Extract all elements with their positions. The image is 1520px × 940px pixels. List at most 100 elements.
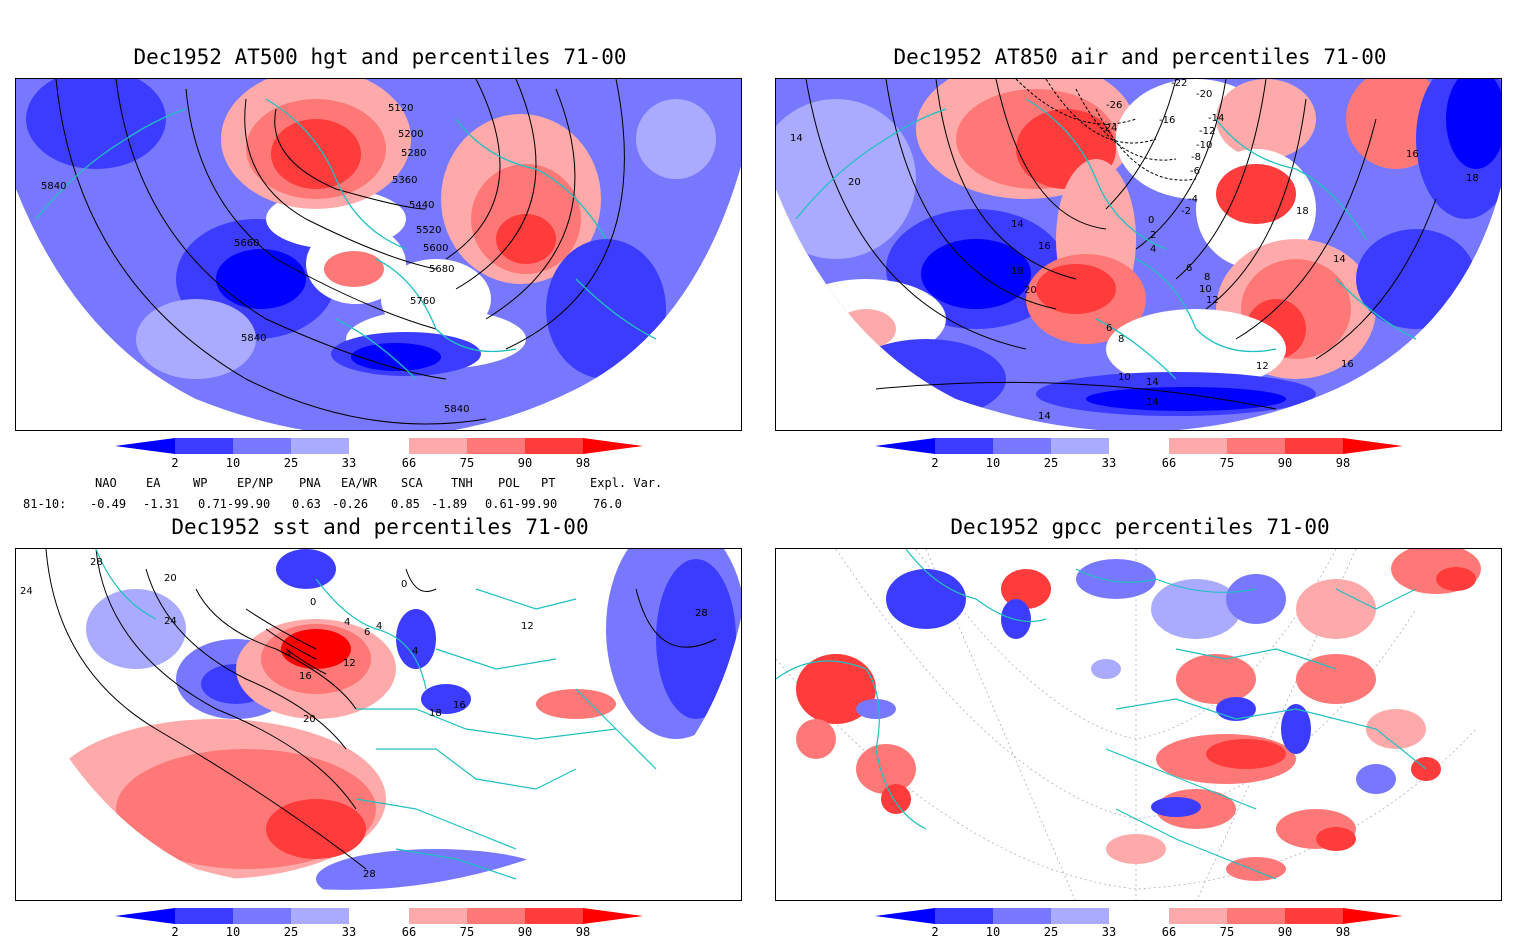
contour-label: 28 <box>363 869 376 880</box>
panel4-svg <box>776 549 1481 900</box>
colorbar-seg <box>525 908 583 924</box>
contour-label: 18 <box>1466 173 1479 184</box>
index-header: WP <box>193 476 208 490</box>
teleconnection-table: NAO EA WP EP/NP PNA EA/WR SCA TNH POL PT… <box>0 476 700 512</box>
contour-label: 5120 <box>388 103 413 114</box>
colorbar-seg <box>409 908 467 924</box>
colorbar-tick: 98 <box>1335 925 1351 939</box>
contour-label: -20 <box>1196 89 1212 100</box>
index-row-label: 81-10: <box>23 497 67 511</box>
colorbar-tick: 10 <box>985 456 1001 470</box>
colorbar-seg <box>291 908 349 924</box>
colorbar-seg <box>935 438 993 454</box>
colorbar-tick: 2 <box>931 456 939 470</box>
colorbar-tick: 10 <box>225 925 241 939</box>
contour-label: 5440 <box>409 200 434 211</box>
contour-label: 0 <box>1148 215 1154 226</box>
contour-label: 6 <box>1106 323 1112 334</box>
colorbar-tick: 75 <box>459 925 475 939</box>
contour-label: 12 <box>521 621 534 632</box>
colorbar-tick: 90 <box>1277 456 1293 470</box>
panel4-title: Dec1952 gpcc percentiles 71-00 <box>950 515 1330 539</box>
contour-label: 14 <box>1038 411 1051 422</box>
colorbar-tick: 25 <box>283 456 299 470</box>
index-header: POL <box>498 476 520 490</box>
index-header: PNA <box>299 476 321 490</box>
contour-label: -16 <box>1159 115 1175 126</box>
index-header: TNH <box>451 476 473 490</box>
colorbar-tick: 98 <box>575 456 591 470</box>
colorbar-tick: 25 <box>1043 925 1059 939</box>
colorbar-tick: 33 <box>1101 456 1117 470</box>
colorbar-2 <box>875 438 1403 454</box>
index-value: -1.89 <box>431 497 468 511</box>
colorbar-4 <box>875 908 1403 924</box>
colorbar-seg <box>1109 438 1169 454</box>
colorbar-tick: 10 <box>225 456 241 470</box>
colorbar-seg <box>1227 908 1285 924</box>
contour-label: 5760 <box>410 296 435 307</box>
contour-label: 24 <box>164 616 177 627</box>
contour-label: -22 <box>1171 79 1187 89</box>
colorbar-tick: 66 <box>401 456 417 470</box>
index-value: 0.63 <box>292 497 321 511</box>
contour-label: -26 <box>1106 100 1122 111</box>
contour-label: 28 <box>695 608 708 619</box>
index-header: PT <box>541 476 556 490</box>
index-value: 0.71-99.90 <box>198 497 271 511</box>
colorbar-seg <box>233 908 291 924</box>
contour-label: 14 <box>1333 254 1346 265</box>
colorbar-tick: 98 <box>575 925 591 939</box>
colorbar-seg <box>1109 908 1169 924</box>
index-value: -0.49 <box>90 497 127 511</box>
colorbar-tick: 25 <box>283 925 299 939</box>
colorbar-tick: 2 <box>171 456 179 470</box>
index-header: EP/NP <box>237 476 274 490</box>
contour-label: 16 <box>1341 359 1354 370</box>
contour-label: 0 <box>310 597 316 608</box>
contour-label: 20 <box>1024 285 1037 296</box>
colorbar-seg <box>175 438 233 454</box>
colorbar-seg <box>525 438 583 454</box>
panel2-map: -22 -20 -26 -24 -16 -14 -12 -10 -8 -6 -4… <box>775 78 1502 431</box>
contour-label: -4 <box>1188 194 1198 205</box>
colorbar-seg <box>349 908 409 924</box>
contour-label: 4 <box>376 621 382 632</box>
contour-label: 4 <box>1150 244 1156 255</box>
contour-label: 5520 <box>416 225 441 236</box>
contour-label: 5360 <box>392 175 417 186</box>
contour-label: 5280 <box>401 148 426 159</box>
contour-label: 6 <box>364 627 370 638</box>
colorbar-seg <box>115 438 175 454</box>
colorbar-seg <box>1051 908 1109 924</box>
colorbar-seg <box>175 908 233 924</box>
panel1-contour-labels: 5120 5200 5280 5360 5440 5520 5600 5680 … <box>41 103 469 415</box>
colorbar-seg <box>583 908 643 924</box>
contour-label: 5840 <box>41 181 66 192</box>
contour-label: 14 <box>1146 377 1159 388</box>
contour-label: 12 <box>343 658 356 669</box>
contour-label: 16 <box>299 671 312 682</box>
colorbar-seg <box>583 438 643 454</box>
contour-label: 20 <box>303 714 316 725</box>
colorbar-1 <box>115 438 643 454</box>
colorbar-tick: 90 <box>517 456 533 470</box>
contour-label: 5840 <box>241 333 266 344</box>
index-value: 0.85 <box>391 497 420 511</box>
panel3-svg: 28 20 24 24 0 0 4 6 4 12 4 16 20 18 16 2… <box>16 549 741 890</box>
colorbar-tick: 75 <box>1219 925 1235 939</box>
contour-label: 18 <box>429 708 442 719</box>
colorbar-seg <box>1285 908 1343 924</box>
contour-label: 16 <box>453 700 466 711</box>
index-value: -1.31 <box>143 497 180 511</box>
colorbar-seg <box>1169 908 1227 924</box>
colorbar-seg <box>993 908 1051 924</box>
index-value: 0.61-99.90 <box>485 497 558 511</box>
contour-label: 8 <box>1204 272 1210 283</box>
colorbar-seg <box>115 908 175 924</box>
colorbar-seg <box>291 438 349 454</box>
contour-label: 2 <box>1150 230 1156 241</box>
colorbar-seg <box>875 908 935 924</box>
contour-label: 5680 <box>429 264 454 275</box>
contour-label: -10 <box>1196 140 1212 151</box>
